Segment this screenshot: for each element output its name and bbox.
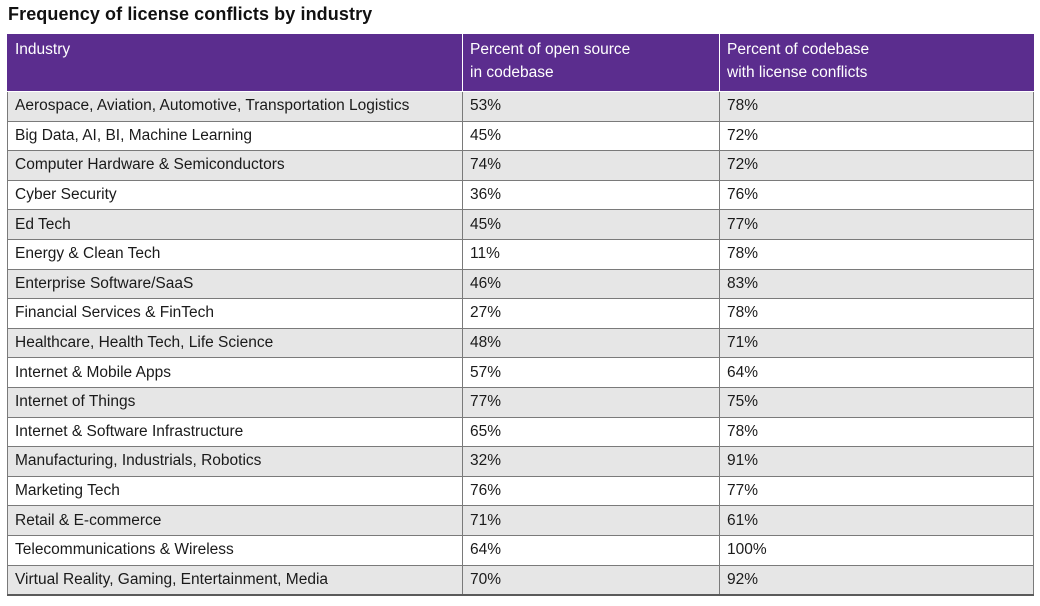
table-row: Aerospace, Aviation, Automotive, Transpo… (7, 91, 1034, 122)
license-conflicts-percent-cell: 78% (719, 91, 1034, 122)
open-source-percent-cell: 65% (462, 416, 720, 448)
table-row: Ed Tech 45% 77% (7, 209, 1034, 240)
table-row: Big Data, AI, BI, Machine Learning 45% 72% (7, 120, 1034, 152)
header-conflicts-line-1: Percent of codebase (727, 41, 870, 58)
industry-cell: Marketing Tech (7, 475, 463, 507)
table-header-row: Industry Percent of open source in codeb… (7, 34, 1034, 92)
open-source-percent-cell: 27% (462, 298, 720, 329)
chart-title: Frequency of license conflicts by indust… (8, 4, 373, 24)
table-row: Cyber Security 36% 76% (7, 179, 1034, 211)
table-body: Aerospace, Aviation, Automotive, Transpo… (7, 91, 1034, 596)
industry-cell: Big Data, AI, BI, Machine Learning (7, 120, 463, 152)
license-conflicts-percent-cell: 92% (719, 564, 1034, 596)
open-source-percent-cell: 53% (462, 91, 720, 122)
table-row: Healthcare, Health Tech, Life Science 48%… (7, 327, 1034, 359)
header-open-source-line-2: in codebase (470, 64, 554, 81)
industry-cell: Computer Hardware & Semiconductors (7, 150, 463, 181)
table-row: Internet of Things 77% 75% (7, 386, 1034, 418)
industry-cell: Virtual Reality, Gaming, Entertainment, … (7, 564, 463, 596)
license-conflicts-percent-cell: 77% (719, 209, 1034, 240)
table-row: Energy & Clean Tech 11% 78% (7, 238, 1034, 270)
table-row: Telecommunications & Wireless 64% 100% (7, 534, 1034, 566)
table-row: Marketing Tech 76% 77% (7, 475, 1034, 507)
license-conflicts-percent-cell: 83% (719, 268, 1034, 300)
industry-cell: Telecommunications & Wireless (7, 534, 463, 566)
open-source-percent-cell: 71% (462, 505, 720, 536)
license-conflicts-percent-cell: 77% (719, 475, 1034, 507)
open-source-percent-cell: 45% (462, 120, 720, 152)
table-row: Retail & E-commerce 71% 61% (7, 505, 1034, 536)
header-open-source-line-1: Percent of open source (470, 41, 631, 58)
license-conflicts-percent-cell: 64% (719, 357, 1034, 388)
open-source-percent-cell: 32% (462, 446, 720, 477)
industry-cell: Cyber Security (7, 179, 463, 211)
industry-cell: Internet & Software Infrastructure (7, 416, 463, 448)
open-source-percent-cell: 57% (462, 357, 720, 388)
header-industry-line-1: Industry (15, 41, 71, 58)
license-conflicts-percent-cell: 71% (719, 327, 1034, 359)
industry-cell: Financial Services & FinTech (7, 298, 463, 329)
license-conflicts-percent-cell: 78% (719, 238, 1034, 270)
header-industry: Industry (7, 34, 463, 92)
license-conflicts-percent-cell: 91% (719, 446, 1034, 477)
open-source-percent-cell: 70% (462, 564, 720, 596)
license-conflicts-table: Industry Percent of open source in codeb… (7, 34, 1034, 596)
header-license-conflicts-percent: Percent of codebase with license conflic… (719, 34, 1034, 92)
industry-cell: Internet of Things (7, 386, 463, 418)
license-conflicts-percent-cell: 72% (719, 120, 1034, 152)
industry-cell: Enterprise Software/SaaS (7, 268, 463, 300)
industry-cell: Retail & E-commerce (7, 505, 463, 536)
license-conflicts-percent-cell: 76% (719, 179, 1034, 211)
table-row: Internet & Software Infrastructure 65% 78% (7, 416, 1034, 448)
industry-cell: Ed Tech (7, 209, 463, 240)
industry-cell: Aerospace, Aviation, Automotive, Transpo… (7, 91, 463, 122)
industry-cell: Internet & Mobile Apps (7, 357, 463, 388)
header-open-source-percent: Percent of open source in codebase (462, 34, 720, 92)
license-conflicts-percent-cell: 100% (719, 534, 1034, 566)
open-source-percent-cell: 64% (462, 534, 720, 566)
table-row: Manufacturing, Industrials, Robotics 32% 9… (7, 446, 1034, 477)
header-conflicts-line-2: with license conflicts (727, 64, 868, 81)
license-conflicts-percent-cell: 72% (719, 150, 1034, 181)
open-source-percent-cell: 46% (462, 268, 720, 300)
table-row: Enterprise Software/SaaS 46% 83% (7, 268, 1034, 300)
industry-cell: Healthcare, Health Tech, Life Science (7, 327, 463, 359)
license-conflicts-percent-cell: 75% (719, 386, 1034, 418)
table-row: Virtual Reality, Gaming, Entertainment, … (7, 564, 1034, 596)
open-source-percent-cell: 76% (462, 475, 720, 507)
table-row: Financial Services & FinTech 27% 78% (7, 298, 1034, 329)
license-conflicts-percent-cell: 78% (719, 416, 1034, 448)
open-source-percent-cell: 45% (462, 209, 720, 240)
open-source-percent-cell: 36% (462, 179, 720, 211)
table-row: Computer Hardware & Semiconductors 74% 72% (7, 150, 1034, 181)
table-row: Internet & Mobile Apps 57% 64% (7, 357, 1034, 388)
open-source-percent-cell: 77% (462, 386, 720, 418)
license-conflicts-percent-cell: 61% (719, 505, 1034, 536)
open-source-percent-cell: 74% (462, 150, 720, 181)
open-source-percent-cell: 48% (462, 327, 720, 359)
license-conflicts-percent-cell: 78% (719, 298, 1034, 329)
open-source-percent-cell: 11% (462, 238, 720, 270)
industry-cell: Manufacturing, Industrials, Robotics (7, 446, 463, 477)
industry-cell: Energy & Clean Tech (7, 238, 463, 270)
